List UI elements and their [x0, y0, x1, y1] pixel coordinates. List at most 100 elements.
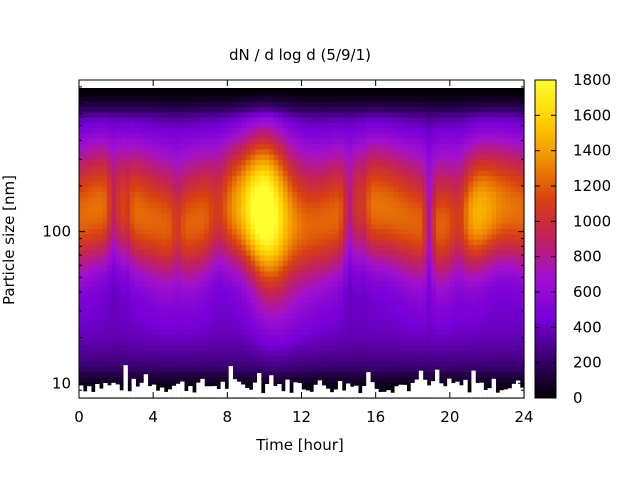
heat-cell	[343, 281, 349, 288]
heat-cell	[204, 360, 210, 367]
heat-cell	[278, 138, 284, 145]
heat-cell	[292, 281, 298, 288]
heat-cell	[162, 302, 168, 309]
heat-cell	[459, 239, 465, 245]
heat-cell	[380, 265, 386, 272]
heat-cell	[445, 254, 451, 261]
heat-cell	[445, 302, 451, 309]
heat-cell	[143, 143, 150, 150]
heat-cell	[459, 265, 465, 272]
heat-cell	[296, 180, 303, 187]
chart-title: dN / d log d (5/9/1)	[229, 46, 371, 64]
heat-cell	[180, 191, 187, 198]
heat-cell	[403, 239, 409, 245]
heat-cell	[236, 186, 242, 192]
heat-cell	[445, 233, 451, 240]
heat-cell	[120, 117, 126, 123]
heat-cell	[278, 286, 284, 293]
heat-cell	[371, 223, 377, 229]
heat-cell	[454, 302, 460, 309]
heat-cell	[102, 313, 108, 320]
heat-cell	[278, 159, 284, 166]
heat-cell	[310, 223, 317, 229]
heat-cell	[296, 366, 303, 373]
heat-cell	[185, 355, 191, 362]
heat-cell	[320, 307, 326, 314]
heat-cell	[361, 239, 367, 245]
heat-cell	[190, 292, 196, 298]
heat-cell	[97, 196, 103, 203]
heat-cell	[171, 217, 177, 224]
heat-cell	[162, 318, 168, 325]
heat-cell	[162, 382, 168, 388]
heat-cell	[171, 191, 177, 198]
heat-cell	[333, 270, 340, 277]
heat-cell	[306, 313, 312, 320]
heat-cell	[83, 382, 89, 388]
heat-cell	[338, 196, 344, 203]
heat-cell	[389, 207, 395, 214]
heat-cell	[384, 148, 391, 155]
heat-cell	[88, 154, 94, 161]
heat-cell	[213, 360, 219, 367]
heat-cell	[398, 260, 405, 267]
heat-cell	[134, 164, 140, 171]
heat-cell	[347, 154, 354, 161]
heat-cell	[255, 170, 261, 176]
heat-cell	[83, 170, 89, 176]
heat-cell	[445, 265, 451, 272]
heat-cell	[445, 292, 451, 298]
heat-cell	[375, 323, 381, 330]
heat-cell	[449, 339, 456, 346]
heat-cell	[79, 323, 85, 330]
heat-cell	[245, 154, 252, 161]
heat-cell	[111, 85, 117, 92]
heat-cell	[92, 281, 99, 288]
heat-cell	[333, 133, 340, 139]
heat-cell	[459, 170, 465, 176]
heat-cell	[394, 313, 400, 320]
heat-cell	[296, 371, 303, 378]
heat-cell	[269, 85, 275, 92]
heat-cell	[412, 186, 418, 192]
heat-cell	[352, 207, 358, 214]
heat-cell	[408, 297, 414, 304]
heat-cell	[213, 297, 219, 304]
heat-cell	[143, 297, 150, 304]
heat-cell	[292, 196, 298, 203]
heat-cell	[231, 212, 238, 219]
heat-cell	[180, 117, 187, 123]
heat-cell	[79, 138, 85, 145]
heat-cell	[273, 85, 279, 92]
heat-cell	[315, 154, 321, 161]
heat-cell	[153, 366, 159, 373]
heat-cell	[92, 270, 99, 277]
heat-cell	[143, 164, 150, 171]
heat-cell	[315, 207, 321, 214]
heat-cell	[185, 233, 191, 240]
heat-cell	[273, 334, 279, 341]
heat-cell	[449, 376, 456, 383]
heat-cell	[245, 212, 252, 219]
heat-cell	[394, 345, 400, 351]
heat-cell	[384, 244, 391, 251]
heat-cell	[88, 201, 94, 208]
heat-cell	[92, 85, 99, 92]
heat-cell	[176, 292, 182, 298]
heat-cell	[213, 239, 219, 245]
heat-cell	[329, 334, 335, 341]
heat-cell	[97, 212, 103, 219]
heat-cell	[320, 276, 326, 282]
heat-cell	[241, 223, 247, 229]
heat-cell	[384, 154, 391, 161]
heat-cell	[394, 334, 400, 341]
heat-cell	[403, 122, 409, 129]
heat-cell	[431, 366, 437, 373]
heat-cell	[153, 85, 159, 92]
heat-cell	[371, 122, 377, 129]
heat-cell	[389, 313, 395, 320]
heat-cell	[417, 260, 423, 267]
heat-cell	[282, 286, 289, 293]
heat-cell	[398, 175, 405, 182]
heat-cell	[310, 101, 317, 108]
